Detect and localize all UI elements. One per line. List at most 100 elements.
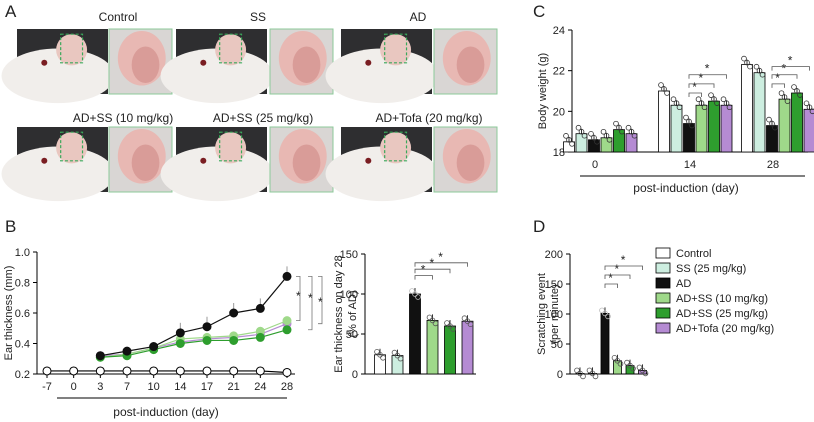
c-bar: [791, 92, 803, 153]
b-line-point: [255, 332, 265, 342]
ear-inner: [456, 46, 485, 83]
b-line-point: [175, 328, 185, 338]
b-line-point: [122, 366, 132, 376]
d-sig-star: *: [621, 253, 626, 267]
b-bar-dot: [374, 348, 380, 355]
d-bar-bar: [613, 360, 622, 375]
legend-swatch: [655, 292, 671, 304]
b-line-ytick-label: 0.6: [15, 308, 30, 320]
mouse-ear: [380, 132, 412, 164]
c-xtick-label: 14: [684, 159, 696, 171]
c-dot: [664, 90, 670, 96]
c-dot: [769, 120, 775, 127]
b-line-sig-bracket: [318, 275, 323, 325]
photo-close-1: [269, 28, 334, 95]
c-dot: [766, 116, 772, 123]
d-bar-dot: [614, 357, 621, 364]
c-bar: [720, 104, 733, 153]
c-dot: [784, 98, 791, 104]
c-xlabel: post-induction (day): [633, 181, 738, 195]
c-bar: [600, 137, 613, 153]
c-bar: [588, 139, 600, 153]
b-bar-bar: [426, 319, 439, 375]
c-bar: [625, 133, 638, 153]
b-line-ytick-label: 0.8: [15, 278, 30, 290]
b-line-point: [149, 342, 159, 352]
b-bar-dot: [377, 351, 383, 358]
legend-label: AD+SS (25 mg/kg): [676, 308, 768, 320]
c-dot: [756, 67, 763, 74]
dashed-roi-box: [60, 131, 84, 162]
c-dot: [720, 96, 727, 103]
photo-close-3: [108, 126, 173, 193]
c-dot: [658, 82, 664, 88]
c-dot: [591, 135, 597, 141]
c-bar: [695, 104, 708, 153]
b-line-point: [282, 271, 292, 281]
mouse-ear: [56, 34, 88, 66]
d-sig-bracket: [604, 265, 643, 270]
d-bar-dot: [580, 373, 586, 380]
c-ytick-label: 22: [553, 66, 565, 78]
mouse-eye: [41, 59, 48, 66]
c-bar: [658, 90, 670, 153]
c-ytick-label: 20: [553, 106, 565, 118]
b-bar-dot: [412, 291, 418, 297]
mouse-ear: [215, 132, 247, 164]
b-bar-dot: [391, 349, 398, 356]
b-line-sig-star: *: [318, 295, 323, 309]
d-bar-dot: [611, 354, 618, 361]
d-bar-dot: [639, 367, 646, 374]
c-dot: [676, 104, 683, 111]
b-bar-dot: [467, 321, 474, 328]
b-line-point: [255, 366, 265, 376]
photo-label-control: Control: [98, 10, 138, 24]
c-dot: [701, 104, 708, 111]
c-dot: [563, 133, 569, 139]
b-line-point: [229, 308, 239, 318]
c-bar: [803, 108, 814, 153]
panel-letter-d: D: [533, 217, 546, 236]
c-xtick-label: 0: [592, 159, 598, 171]
mouse-eye: [41, 157, 48, 164]
b-bar-dot: [409, 288, 415, 294]
mouse-body: [1, 48, 115, 104]
b-line-xtick-label: 17: [201, 381, 213, 393]
d-bar-dot: [589, 370, 596, 377]
d-bar-ytick-label: 100: [545, 309, 563, 321]
c-dot: [689, 122, 695, 129]
b-bar-dot: [415, 294, 421, 300]
b-line-point: [282, 367, 292, 377]
photo-label-adss10: AD+SS (10 mg/kg): [72, 111, 174, 125]
c-dot: [661, 86, 667, 92]
photo-side-0: [1, 29, 115, 104]
ear-inner: [456, 144, 485, 181]
c-dot: [791, 84, 797, 90]
c-bar: [741, 64, 753, 153]
c-dot: [695, 96, 702, 103]
c-dot: [781, 94, 788, 100]
c-bar: [778, 98, 791, 153]
d-bar-dot: [602, 310, 608, 317]
mouse-ear: [380, 34, 412, 66]
photo-close-2: [433, 28, 498, 95]
d-bar-ytick-label: 50: [551, 339, 563, 351]
b-bar-ytick-label: 50: [346, 329, 358, 341]
mouse-body: [160, 146, 274, 202]
c-dot: [797, 92, 803, 98]
b-bar-bar: [374, 354, 386, 375]
b-line-xtick-label: 21: [228, 381, 240, 393]
c-dot: [711, 96, 717, 102]
ear-inner: [131, 46, 160, 83]
photo-side-5: [325, 127, 439, 202]
b-line-xtick-label: 24: [254, 381, 266, 393]
mouse-ear: [215, 34, 247, 66]
ear-inner: [292, 144, 321, 181]
c-dot: [619, 128, 625, 135]
c-dot: [569, 141, 575, 147]
b-line-point: [122, 346, 132, 356]
c-sig-star: *: [782, 62, 787, 76]
d-sig-star: *: [608, 271, 613, 285]
b-bar-ytick-label: 100: [340, 289, 358, 301]
c-dot: [616, 124, 622, 131]
